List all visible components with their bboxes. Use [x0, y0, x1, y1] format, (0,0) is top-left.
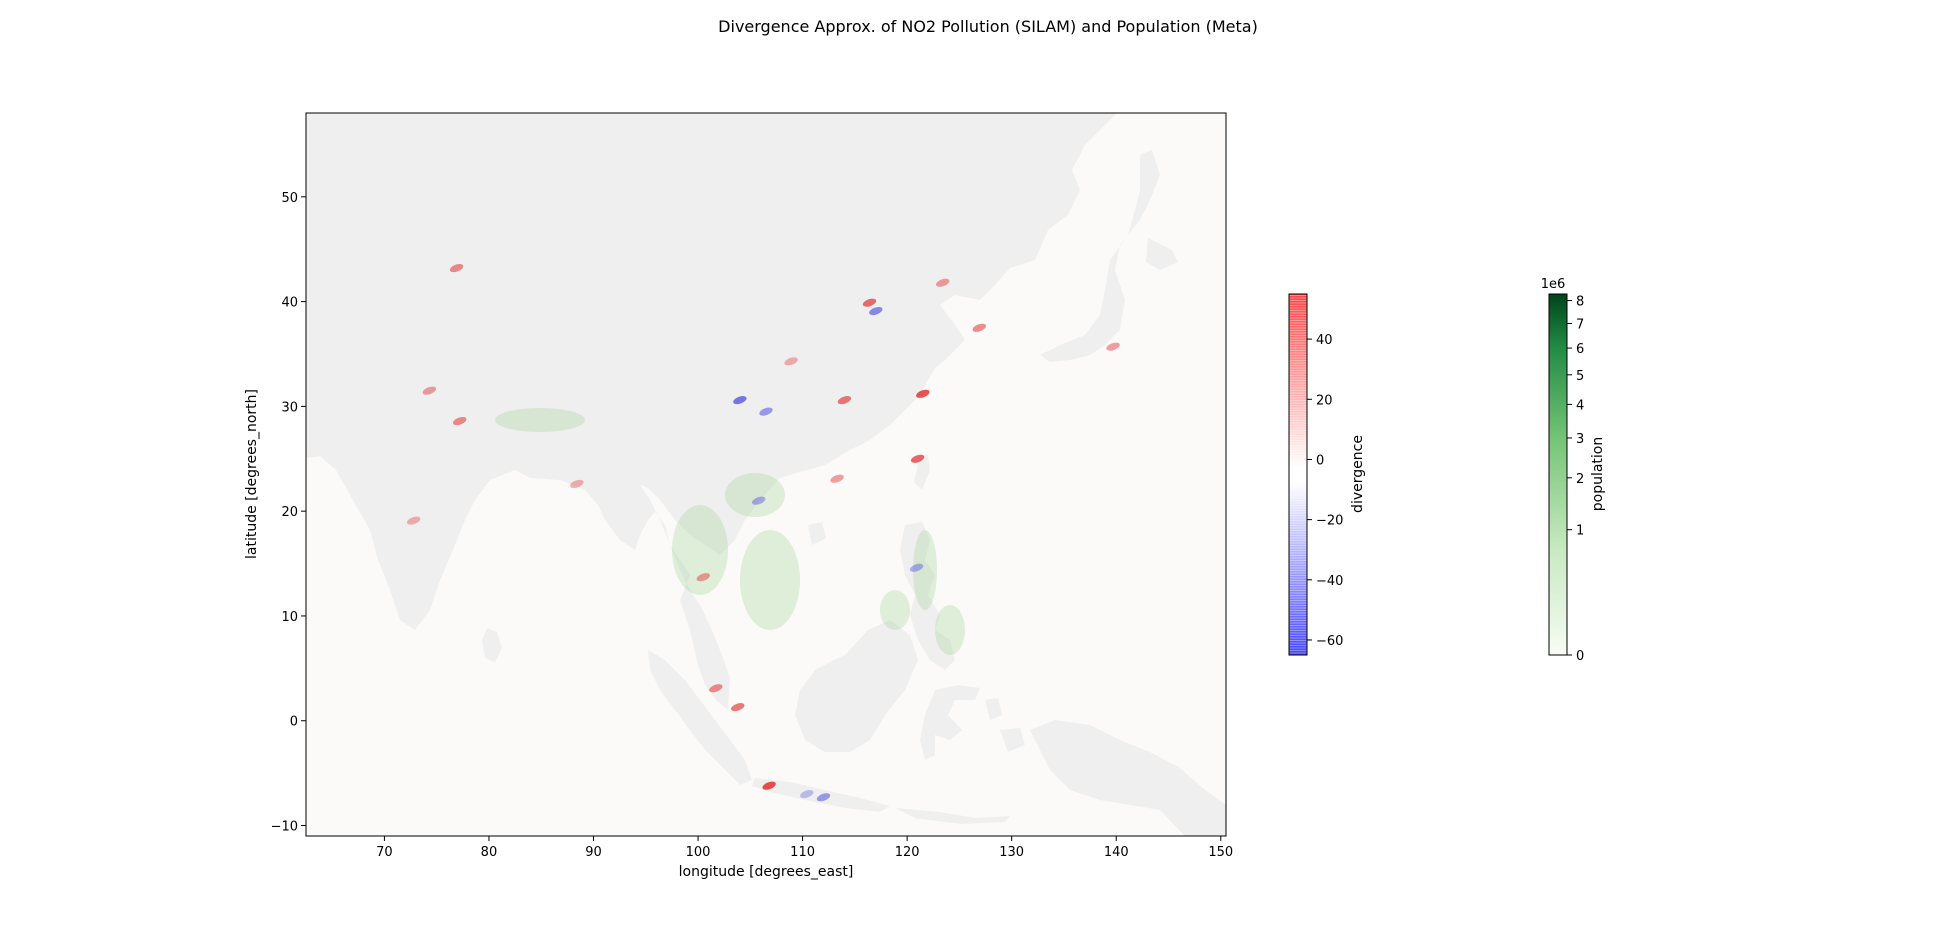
y-tick-label: 20 — [281, 505, 298, 520]
land-asia — [306, 113, 1117, 710]
y-tick-label: −10 — [271, 820, 298, 835]
negative-divergence-point — [816, 793, 831, 802]
population-patch — [913, 530, 937, 610]
negative-divergence-point — [733, 396, 747, 405]
divergence-tick-label: −60 — [1316, 634, 1343, 649]
y-tick-label: 0 — [290, 715, 298, 730]
divergence-tick-label: 0 — [1316, 453, 1324, 468]
land-hainan — [808, 522, 826, 545]
divergence-tick-label: 40 — [1316, 333, 1333, 348]
positive-divergence-point — [709, 684, 723, 693]
land-new-guinea — [1030, 720, 1226, 836]
negative-divergence-point — [909, 563, 924, 572]
divergence-tick-label: −20 — [1316, 514, 1343, 529]
population-tick-label: 8 — [1576, 295, 1584, 310]
y-tick-label: 50 — [281, 191, 298, 206]
positive-divergence-point — [1106, 342, 1120, 351]
land-sulawesi — [920, 685, 980, 760]
x-tick-label: 120 — [895, 845, 920, 860]
positive-divergence-point — [862, 298, 877, 307]
land-borneo — [795, 620, 918, 752]
x-tick-label: 70 — [376, 845, 393, 860]
positive-divergence-point — [935, 278, 950, 287]
positive-divergence-point — [830, 474, 844, 483]
population-tick-label: 2 — [1576, 472, 1584, 487]
divergence-tick-label: 20 — [1316, 393, 1333, 408]
population-patch — [740, 530, 800, 630]
population-tick-label: 5 — [1576, 369, 1584, 384]
population-colorbar-label: population — [1590, 437, 1606, 512]
x-tick-label: 140 — [1104, 845, 1129, 860]
population-tick-label: 7 — [1576, 317, 1584, 332]
population-colorbar: 0 1 2 3 4 5 6 7 8 1e6 population — [1541, 277, 1606, 664]
positive-divergence-point — [570, 479, 584, 488]
x-tick-label: 80 — [481, 845, 498, 860]
positive-divergence-point — [422, 386, 437, 395]
population-colorbar-ticks: 0 1 2 3 4 5 6 7 8 — [1567, 295, 1584, 664]
negative-divergence-point — [800, 790, 814, 799]
land-hokkaido — [1146, 238, 1178, 270]
chart-title: Divergence Approx. of NO2 Pollution (SIL… — [718, 17, 1258, 36]
population-patch — [495, 408, 585, 432]
negative-divergence-point — [751, 496, 766, 505]
population-colorbar-frame — [1548, 293, 1568, 656]
land-sumatra — [648, 650, 752, 785]
positive-divergence-point — [731, 703, 745, 712]
land-maluku — [985, 698, 1002, 720]
positive-divergence-point — [452, 416, 467, 426]
y-tick-label: 10 — [281, 610, 298, 625]
positive-divergence-point — [762, 781, 776, 790]
x-axis-label: longitude [degrees_east] — [679, 864, 854, 880]
population-tick-label: 4 — [1576, 398, 1584, 413]
population-tick-label: 6 — [1576, 342, 1584, 357]
map-ticks: 70 80 90 100 110 120 130 140 150 −10 0 10 20 30 40 50 — [271, 191, 1234, 860]
positive-divergence-point — [406, 516, 421, 525]
x-tick-label: 90 — [585, 845, 602, 860]
positive-divergence-point — [910, 454, 925, 463]
positive-divergence-point — [449, 264, 464, 273]
positive-divergence-point — [972, 323, 986, 332]
positive-divergence-point — [784, 357, 798, 366]
land-lesser-sunda — [895, 808, 1010, 824]
y-tick-label: 30 — [281, 400, 298, 415]
land-taiwan — [914, 455, 930, 490]
x-tick-label: 110 — [790, 845, 815, 860]
y-axis-label: latitude [degrees_north] — [244, 389, 260, 559]
population-patch — [880, 590, 910, 630]
negative-divergence-point — [759, 407, 773, 416]
population-tick-label: 3 — [1576, 432, 1584, 447]
divergence-colorbar-frame — [1288, 293, 1308, 656]
map-land — [306, 113, 1226, 836]
positive-divergence-point — [837, 396, 852, 405]
divergence-colorbar-stripes — [1289, 294, 1307, 655]
population-colorbar-fill — [1549, 294, 1567, 655]
land-java — [752, 778, 890, 812]
population-patch — [725, 473, 785, 517]
x-tick-label: 100 — [686, 845, 711, 860]
divergence-hotspots — [406, 264, 1120, 802]
land-sri-lanka — [482, 628, 502, 662]
population-tick-label: 0 — [1576, 649, 1584, 664]
population-tick-label: 1 — [1576, 524, 1584, 539]
population-patch — [935, 605, 965, 655]
divergence-colorbar-label: divergence — [1350, 435, 1366, 513]
x-tick-label: 130 — [999, 845, 1024, 860]
divergence-tick-label: −40 — [1316, 574, 1343, 589]
map-axes: 70 80 90 100 110 120 130 140 150 −10 0 10 20 30 40 50 l… — [244, 112, 1234, 880]
population-colorbar-offset: 1e6 — [1541, 277, 1566, 292]
negative-divergence-point — [869, 306, 883, 316]
population-patch — [672, 505, 728, 595]
divergence-colorbar-ticks: 40 20 0 −20 −40 −60 — [1307, 333, 1343, 649]
positive-divergence-point — [696, 573, 710, 582]
population-overlay — [495, 408, 965, 655]
x-tick-label: 150 — [1208, 845, 1233, 860]
y-tick-label: 40 — [281, 296, 298, 311]
land-halmahera — [1000, 728, 1025, 752]
divergence-colorbar: 40 20 0 −20 −40 −60 divergence — [1288, 293, 1366, 656]
land-philippines — [900, 522, 955, 670]
map-frame — [305, 112, 1227, 837]
land-japan — [1040, 150, 1160, 362]
positive-divergence-point — [916, 389, 930, 398]
